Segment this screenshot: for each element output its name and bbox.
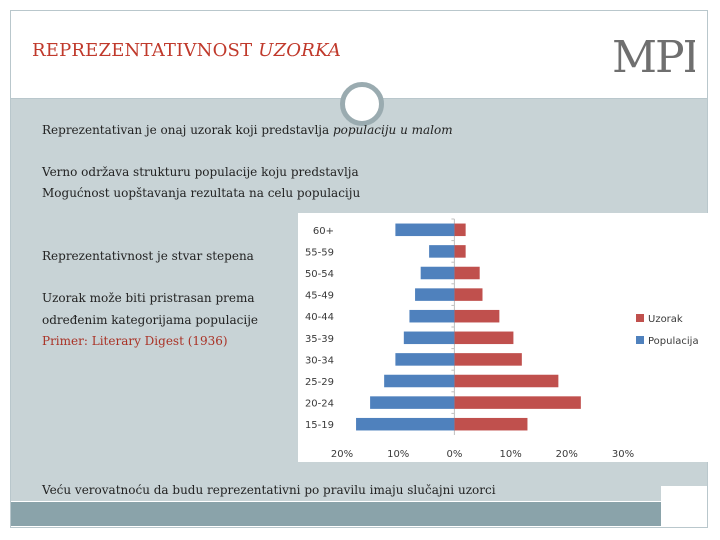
bullet-line-6: određenim kategorijama populacije <box>42 313 259 327</box>
category-label: 35-39 <box>305 334 334 345</box>
category-label: 40-44 <box>305 312 334 323</box>
bullet-line-2: Verno održava strukturu populacije koju … <box>42 165 359 179</box>
bar-populacija-40-44 <box>409 309 455 323</box>
x-tick-label: 10% <box>387 449 409 460</box>
bar-populacija-25-29 <box>384 374 455 388</box>
bar-populacija-60+ <box>395 223 455 237</box>
mpi-logo: MPI <box>610 28 700 83</box>
bar-uzorak-40-44 <box>454 309 500 323</box>
bullet-line-4: Reprezentativnost je stvar stepena <box>42 249 254 263</box>
legend-label-populacija: Populacija <box>648 336 699 347</box>
line-1-italic: populaciju u malom <box>332 123 453 137</box>
x-tick-label: 20% <box>556 449 578 460</box>
bar-uzorak-55-59 <box>454 245 466 258</box>
bullet-line-8: Veću verovatnoću da budu reprezentativni… <box>42 483 496 497</box>
bullet-line-5: Uzorak može biti pristrasan prema <box>42 291 255 305</box>
x-tick-label: 10% <box>499 449 521 460</box>
category-label: 25-29 <box>305 377 334 388</box>
logo-text: MPI <box>612 32 695 80</box>
x-tick-label: 0% <box>446 449 462 460</box>
bar-uzorak-15-19 <box>454 417 528 431</box>
legend-swatch-populacija <box>636 336 644 344</box>
bar-populacija-35-39 <box>403 331 455 345</box>
bar-uzorak-30-34 <box>454 353 522 366</box>
bullet-line-3: Mogućnost uopštavanja rezultata na celu … <box>42 186 361 200</box>
category-label: 55-59 <box>305 247 334 258</box>
title-rest: UZORKA <box>252 40 342 61</box>
x-tick-label: 30% <box>612 449 634 460</box>
bar-uzorak-50-54 <box>454 266 480 280</box>
footer-corner <box>661 486 707 526</box>
title-main: REPREZENTATIVNOST <box>32 40 253 61</box>
footer-bar <box>11 502 661 526</box>
bar-populacija-50-54 <box>420 266 455 280</box>
legend-label-uzorak: Uzorak <box>648 314 683 325</box>
divider-circle-ornament <box>340 82 384 126</box>
population-pyramid-chart: 60+ 55-59 50-54 45-49 40-44 35-39 30-34 25-29 20… <box>298 213 708 462</box>
slide-title: REPREZENTATIVNOST UZORKA <box>32 40 341 61</box>
bar-populacija-45-49 <box>415 288 455 301</box>
mpi-logo-graphic: MPI <box>612 32 700 83</box>
category-label: 15-19 <box>305 420 334 431</box>
bar-uzorak-20-24 <box>454 396 581 409</box>
line-1-text: Reprezentativan je onaj uzorak koji pred… <box>42 123 333 137</box>
bar-uzorak-45-49 <box>454 288 483 301</box>
category-label: 45-49 <box>305 291 334 302</box>
category-label: 30-34 <box>305 355 334 366</box>
legend-swatch-uzorak <box>636 314 644 322</box>
bar-populacija-15-19 <box>356 417 455 431</box>
bullet-line-1: Reprezentativan je onaj uzorak koji pred… <box>42 123 453 137</box>
bar-uzorak-35-39 <box>454 331 514 345</box>
bar-populacija-30-34 <box>395 353 455 366</box>
x-tick-label: 20% <box>331 449 353 460</box>
bar-populacija-20-24 <box>370 396 455 409</box>
category-label: 60+ <box>313 226 334 237</box>
bar-uzorak-60+ <box>454 223 466 237</box>
bar-uzorak-25-29 <box>454 374 559 388</box>
bullet-line-7: Primer: Literary Digest (1936) <box>42 334 228 348</box>
category-label: 50-54 <box>305 269 334 280</box>
chart-svg: 60+ 55-59 50-54 45-49 40-44 35-39 30-34 25-29 20… <box>305 218 699 460</box>
bar-populacija-55-59 <box>429 245 455 258</box>
category-label: 20-24 <box>305 399 334 410</box>
